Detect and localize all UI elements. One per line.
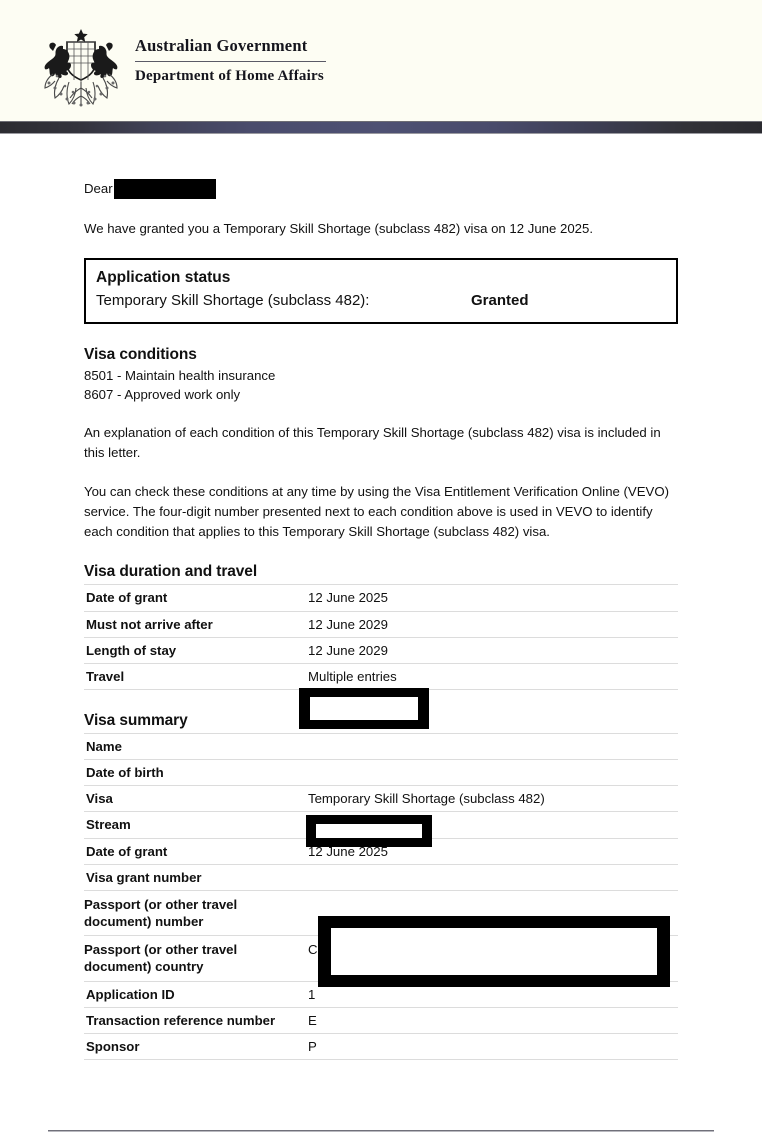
- intro-paragraph: We have granted you a Temporary Skill Sh…: [84, 221, 593, 236]
- visa-summary-heading: Visa summary: [84, 711, 188, 729]
- visa-duration-table: Date of grant 12 June 2025 Must not arri…: [84, 584, 678, 690]
- row-label: Date of birth: [84, 759, 308, 787]
- row-label: Length of stay: [84, 636, 308, 664]
- row-value: [308, 732, 678, 761]
- row-label: Name: [84, 732, 308, 761]
- row-value: [308, 863, 678, 891]
- visa-grant-number-redaction: [306, 815, 432, 847]
- redaction-inner: [331, 928, 657, 975]
- application-status-box: Application status Temporary Skill Short…: [84, 258, 678, 324]
- row-label: Transaction reference number: [84, 1006, 308, 1034]
- row-label: Visa grant number: [84, 863, 308, 891]
- identifiers-redaction: [318, 916, 670, 987]
- salutation-label: Dear: [84, 181, 113, 197]
- row-label: Passport (or other travel document) numb…: [84, 889, 308, 937]
- table-row: Date of birth: [84, 759, 678, 787]
- visa-duration-heading: Visa duration and travel: [84, 563, 258, 581]
- row-label: Stream: [84, 811, 308, 839]
- redaction-inner: [316, 824, 422, 838]
- row-value: [308, 759, 678, 787]
- table-row: Transaction reference number E: [84, 1006, 678, 1034]
- table-row: Sponsor P: [84, 1032, 678, 1061]
- row-value: 12 June 2029: [308, 636, 678, 664]
- row-value: 12 June 2025: [308, 584, 678, 612]
- row-label: Date of grant: [84, 584, 308, 612]
- table-row: Date of grant 12 June 2025: [84, 837, 678, 865]
- wordmark-line-department: Department of Home Affairs: [135, 68, 324, 84]
- row-label: Date of grant: [84, 837, 308, 865]
- australian-coat-of-arms-icon: [33, 26, 129, 108]
- row-label: Passport (or other travel document) coun…: [84, 935, 308, 982]
- row-label: Travel: [84, 662, 308, 690]
- table-row: Must not arrive after 12 June 2029: [84, 610, 678, 638]
- visa-summary-table: Name Date of birth Visa Temporary Skill …: [84, 732, 678, 1061]
- name-dob-redaction: [299, 688, 429, 729]
- visa-condition-item: 8607 - Approved work only: [84, 386, 241, 402]
- salutation: Dear: [84, 179, 678, 199]
- letterhead: Australian Government Department of Home…: [0, 0, 762, 121]
- row-label: Sponsor: [84, 1032, 308, 1061]
- row-label: Application ID: [84, 980, 308, 1008]
- row-value: 12 June 2029: [308, 610, 678, 638]
- row-value: P: [308, 1032, 678, 1061]
- header-banner-stripe: [0, 121, 762, 134]
- redaction-inner: [310, 697, 418, 720]
- conditions-explanation-paragraph: An explanation of each condition of this…: [84, 425, 661, 461]
- government-wordmark: Australian Government Department of Home…: [135, 36, 345, 85]
- row-label: Visa: [84, 785, 308, 813]
- table-row: Length of stay 12 June 2029: [84, 636, 678, 664]
- table-row: Travel Multiple entries: [84, 662, 678, 690]
- application-status-value: Granted: [471, 292, 529, 310]
- table-row: Name: [84, 732, 678, 761]
- visa-condition-item: 8501 - Maintain health insurance: [84, 367, 276, 383]
- table-row: Visa Temporary Skill Shortage (subclass …: [84, 785, 678, 813]
- vevo-paragraph: You can check these conditions at any ti…: [84, 483, 669, 539]
- salutation-redaction: [113, 179, 216, 199]
- application-status-row: Temporary Skill Shortage (subclass 482):…: [96, 290, 666, 313]
- visa-conditions-heading: Visa conditions: [84, 345, 197, 363]
- application-status-title: Application status: [96, 269, 231, 287]
- row-value: Temporary Skill Shortage (subclass 482): [308, 785, 678, 813]
- row-value: E: [308, 1006, 678, 1034]
- wordmark-line-australian-government: Australian Government: [135, 36, 308, 55]
- row-label: Must not arrive after: [84, 610, 308, 638]
- application-status-label: Temporary Skill Shortage (subclass 482):: [96, 292, 370, 310]
- wordmark-divider: [135, 61, 326, 62]
- table-row: Visa grant number: [84, 863, 678, 891]
- row-value: Multiple entries: [308, 662, 678, 690]
- table-row: Date of grant 12 June 2025: [84, 584, 678, 612]
